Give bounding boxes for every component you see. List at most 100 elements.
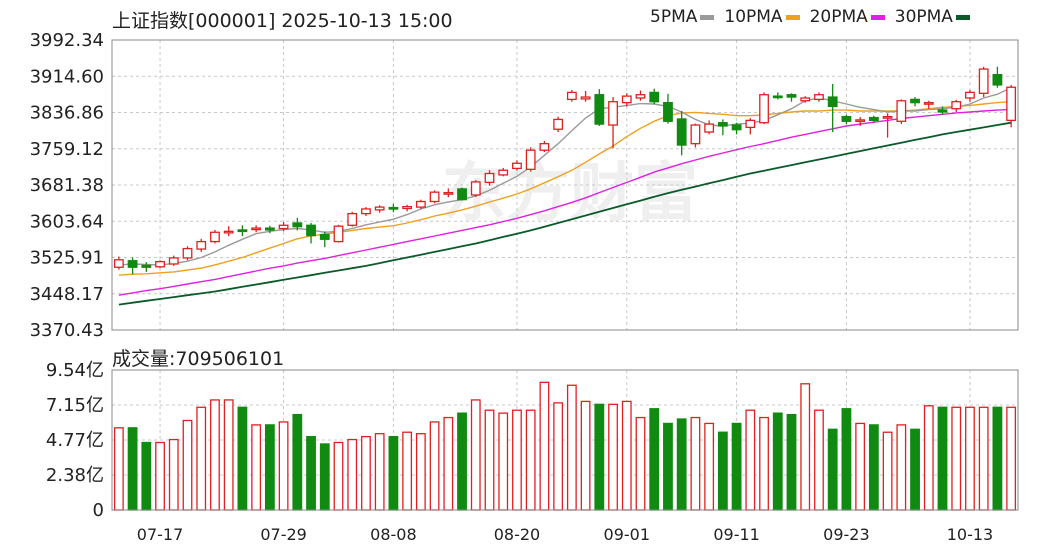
candle-body (882, 115, 893, 119)
volume-bar (868, 424, 879, 511)
candle-body (470, 181, 481, 196)
volume-bar (415, 433, 426, 511)
price-plot-frame (111, 39, 1019, 331)
legend-item-5pma: 5PMA (650, 7, 715, 27)
volume-bar (388, 435, 399, 511)
candle-body (319, 233, 330, 240)
candle-body (306, 224, 316, 237)
volume-bar (210, 399, 220, 511)
volume-bar (470, 399, 481, 511)
volume-bar (278, 421, 289, 511)
volume-bar (429, 421, 440, 511)
legend-swatch-20pma (870, 14, 885, 20)
candle-body (525, 149, 536, 170)
volume-bar (525, 409, 536, 511)
candle-body (621, 95, 632, 104)
volume-bar (814, 409, 824, 511)
volume-bar (978, 406, 989, 511)
volume-bar (759, 416, 769, 511)
candle-body (113, 259, 124, 268)
candle-body (827, 96, 838, 108)
volume-bar (800, 383, 811, 511)
volume-bar (251, 424, 262, 511)
volume-bar (621, 400, 632, 511)
candle-body (923, 101, 934, 105)
price-tick-label: 3914.60 (30, 66, 104, 87)
price-tick-label: 3603.64 (30, 211, 104, 232)
legend-swatch-10pma (785, 14, 800, 20)
volume-bar (910, 428, 920, 511)
volume-bar (663, 422, 673, 511)
volume-tick-label: 2.38亿 (46, 465, 104, 486)
candle-body (347, 212, 358, 226)
volume-bar (608, 403, 618, 511)
date-tick-label: 09-01 (604, 525, 651, 544)
legend-swatch-5pma (700, 14, 715, 20)
volume-label: 成交量: (112, 348, 176, 370)
candle-body (731, 124, 742, 131)
candle-body (292, 222, 303, 228)
ma-line-30pma (118, 121, 1012, 306)
legend-label-10pma: 10PMA (724, 7, 783, 27)
volume-tick-label: 7.15亿 (46, 395, 104, 416)
volume-bar (237, 406, 248, 511)
volume-tick-label: 4.77亿 (46, 430, 104, 451)
candle-body (965, 91, 975, 99)
legend-label-5pma: 5PMA (650, 7, 698, 27)
volume-bar (113, 427, 124, 511)
volume-bar (882, 431, 893, 511)
volume-bar (127, 427, 138, 511)
ma-line-20pma (118, 108, 1012, 296)
volume-bar (896, 424, 907, 511)
volume-bar (223, 399, 234, 511)
candle-body (415, 200, 426, 208)
volume-bar (731, 422, 742, 511)
volume-tick-label: 9.54亿 (46, 360, 104, 381)
volume-bar (992, 406, 1003, 511)
candle-body (704, 123, 715, 133)
volume-plot-frame (111, 369, 1019, 511)
candle-body (141, 264, 152, 268)
volume-bar (539, 381, 550, 511)
candle-body (127, 260, 138, 268)
volume-bar (333, 441, 344, 511)
ma-line-5pma (118, 87, 1012, 266)
price-tick-label: 3370.43 (30, 320, 104, 341)
volume-bar (498, 412, 509, 511)
candle-body (772, 95, 783, 99)
candle-body (429, 191, 440, 203)
candle-body (182, 247, 193, 259)
volume-header: 成交量:709506101 (112, 344, 284, 371)
price-tick-label: 3525.91 (30, 248, 104, 269)
volume-bar (841, 408, 852, 511)
volume-bar (512, 409, 522, 511)
date-tick-label: 08-20 (494, 525, 541, 544)
volume-tick-label: 0 (93, 500, 104, 521)
candle-body (237, 229, 248, 233)
volume-bar (264, 424, 275, 511)
price-tick-label: 3759.12 (30, 139, 104, 160)
chart-title: 上证指数[000001] 2025-10-13 15:00 (112, 10, 453, 32)
candle-body (937, 109, 948, 113)
candle-body (896, 100, 907, 122)
volume-value: 709506101 (175, 348, 285, 370)
candle-body (278, 224, 289, 230)
volume-bar (594, 403, 605, 511)
volume-bar (951, 406, 962, 511)
volume-bar (923, 405, 934, 511)
legend-item-20pma: 20PMA (810, 7, 885, 27)
volume-bar (965, 406, 975, 511)
volume-bar (937, 406, 948, 511)
volume-bar (676, 418, 687, 511)
volume-bar (319, 443, 330, 511)
candle-body (759, 94, 769, 124)
legend-label-20pma: 20PMA (809, 7, 868, 27)
volume-bar (786, 413, 797, 511)
candle-body (553, 118, 564, 130)
candle-body (855, 119, 866, 123)
candle-body (539, 143, 550, 151)
volume-bar (168, 438, 179, 511)
legend-item-30pma: 30PMA (895, 7, 970, 27)
volume-bar (566, 384, 577, 511)
candle-body (910, 98, 920, 104)
